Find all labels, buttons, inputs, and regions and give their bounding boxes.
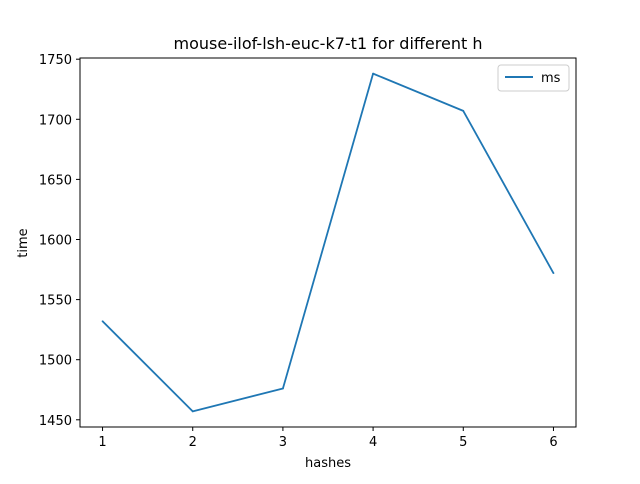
y-tick-label: 1700 — [39, 113, 72, 128]
x-tick-label: 3 — [279, 435, 287, 450]
y-axis-label: time — [16, 228, 31, 257]
x-axis-label: hashes — [305, 456, 351, 471]
y-tick-label: 1550 — [39, 294, 72, 309]
data-point — [191, 410, 194, 413]
data-point — [282, 387, 284, 390]
x-tick-label: 2 — [189, 435, 197, 450]
x-tick-label: 6 — [549, 435, 557, 450]
legend-label: ms — [541, 71, 561, 86]
series-line-ms — [101, 72, 555, 413]
x-axis: 1 2 3 4 5 6 — [98, 427, 558, 450]
y-tick-label: 1750 — [39, 53, 72, 68]
y-tick-label: 1600 — [39, 233, 72, 248]
data-point — [101, 320, 104, 323]
series-layer — [101, 72, 555, 413]
y-tick-label: 1650 — [39, 173, 72, 188]
y-axis: 1450 1500 1550 1600 1650 1700 1750 — [39, 53, 80, 429]
y-tick-label: 1500 — [39, 354, 72, 369]
x-tick-label: 1 — [98, 435, 106, 450]
plot-area: 1 2 3 4 5 6 1450 1500 1550 1600 1650 1700 1750 — [39, 53, 577, 450]
chart-title: mouse-ilof-lsh-euc-k7-t1 for different h — [174, 34, 483, 53]
x-tick-label: 5 — [459, 435, 467, 450]
y-tick-label: 1450 — [39, 414, 72, 429]
data-point — [552, 272, 555, 275]
x-tick-label: 4 — [369, 435, 377, 450]
legend: ms — [497, 64, 570, 92]
data-point — [372, 72, 374, 75]
data-point — [462, 109, 465, 112]
legend-box — [497, 64, 570, 92]
plot-frame — [79, 57, 577, 428]
